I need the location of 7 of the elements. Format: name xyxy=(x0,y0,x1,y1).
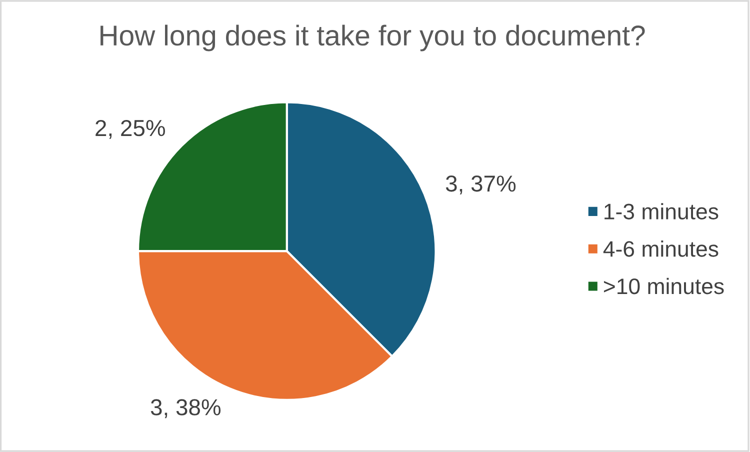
legend-label: >10 minutes xyxy=(604,278,724,294)
data-label: 2, 25% xyxy=(96,120,165,139)
legend-label: 4-6 minutes xyxy=(603,240,718,257)
data-label: 3, 37% xyxy=(446,175,516,194)
legend-label: 1-3 minutes xyxy=(604,203,718,220)
data-label: 3, 38% xyxy=(150,399,221,418)
chart-title: How long does it take for you to document? xyxy=(100,24,645,52)
